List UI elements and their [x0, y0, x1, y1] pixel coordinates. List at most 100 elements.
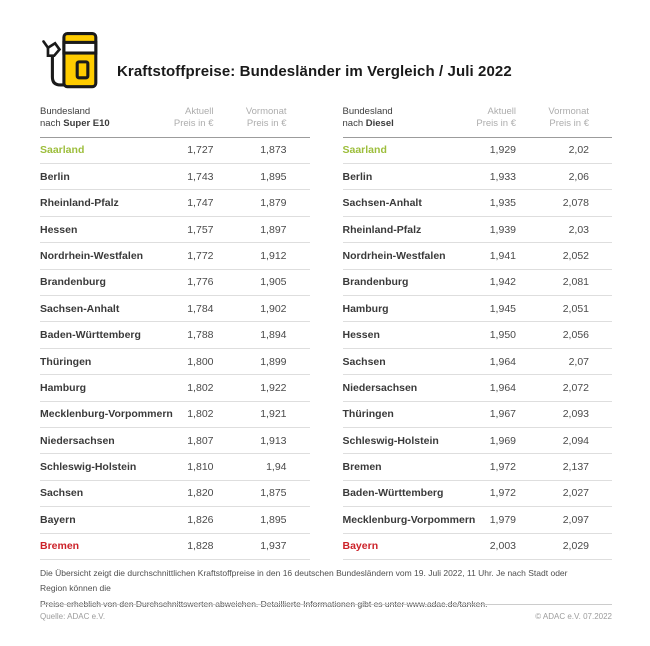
table-row: Hamburg 1,802 1,922: [40, 375, 310, 402]
previous-price: 2,072: [562, 381, 589, 394]
current-price: 1,810: [187, 461, 214, 474]
state-name: Mecklenburg-Vorpommern: [342, 513, 476, 526]
state-name: Saarland: [40, 144, 85, 157]
current-price: 1,969: [489, 434, 516, 447]
table-row: Mecklenburg-Vorpommern 1,979 2,097: [342, 507, 612, 534]
previous-price: 2,097: [562, 513, 589, 526]
state-name: Niedersachsen: [40, 434, 115, 447]
previous-price: 1,902: [260, 302, 287, 315]
previous-price: 1,905: [260, 276, 287, 289]
state-name: Hamburg: [40, 381, 87, 394]
table-row: Berlin 1,933 2,06: [342, 164, 612, 191]
previous-price: 2,081: [562, 276, 589, 289]
super-e10-table: Bundesland nach Super E10 Aktuell Preis in …: [40, 106, 310, 560]
current-price: 1,828: [187, 540, 214, 553]
previous-price: 1,875: [260, 487, 287, 500]
previous-price: 2,137: [562, 461, 589, 474]
state-name: Bremen: [40, 540, 80, 553]
table-row: Sachsen-Anhalt 1,935 2,078: [342, 190, 612, 217]
previous-price: 1,921: [260, 408, 287, 421]
footnote-line-2: Preise erheblich von den Durchschnittswe…: [40, 598, 488, 609]
previous-price: 1,94: [266, 461, 287, 474]
current-price: 2,003: [489, 540, 516, 553]
state-name: Sachsen-Anhalt: [342, 197, 422, 210]
previous-price: 1,894: [260, 329, 287, 342]
previous-price: 1,937: [260, 540, 287, 553]
current-price: 1,979: [489, 513, 516, 526]
table-row: Brandenburg 1,942 2,081: [342, 270, 612, 297]
previous-price: 2,029: [562, 540, 589, 553]
footer: Quelle: ADAC e.V. © ADAC e.V. 07.2022: [40, 612, 612, 621]
state-name: Rheinland-Pfalz: [342, 223, 422, 236]
state-name: Bayern: [342, 540, 379, 553]
previous-price: 1,897: [260, 223, 287, 236]
previous-price: 2,051: [562, 302, 589, 315]
current-price: 1,802: [187, 381, 214, 394]
table-row: Sachsen 1,964 2,07: [342, 349, 612, 376]
table-row: Bremen 1,972 2,137: [342, 454, 612, 481]
page-title: Kraftstoffpreise: Bundesländer im Vergle…: [117, 63, 512, 80]
table-row: Sachsen 1,820 1,875: [40, 481, 310, 508]
table-row: Niedersachsen 1,807 1,913: [40, 428, 310, 455]
table-row: Baden-Württemberg 1,972 2,027: [342, 481, 612, 508]
table-row: Thüringen 1,967 2,093: [342, 402, 612, 428]
table-row: Niedersachsen 1,964 2,072: [342, 375, 612, 402]
table-header: Bundesland nach Super E10 Aktuell Preis in …: [40, 106, 310, 138]
footnote-line-1: Die Übersicht zeigt die durchschnittlich…: [40, 568, 568, 594]
state-name: Bremen: [342, 461, 382, 474]
current-price: 1,972: [489, 487, 516, 500]
column-header-bundesland: Bundesland nach Diesel: [342, 106, 394, 130]
table-row: Mecklenburg-Vorpommern 1,802 1,921: [40, 402, 310, 428]
table-row: Saarland 1,929 2,02: [342, 138, 612, 165]
current-price: 1,757: [187, 223, 214, 236]
table-row: Hamburg 1,945 2,051: [342, 296, 612, 323]
column-header-aktuell: Aktuell Preis in €: [173, 106, 214, 130]
table-row: Hessen 1,950 2,056: [342, 322, 612, 349]
table-row: Rheinland-Pfalz 1,939 2,03: [342, 217, 612, 244]
state-name: Rheinland-Pfalz: [40, 197, 119, 210]
current-price: 1,945: [489, 302, 516, 315]
current-price: 1,802: [187, 408, 214, 421]
table-row: Rheinland-Pfalz 1,747 1,879: [40, 190, 310, 217]
table-row: Bremen 1,828 1,937: [40, 534, 310, 560]
state-name: Thüringen: [40, 355, 92, 368]
state-name: Nordrhein-Westfalen: [342, 249, 446, 262]
current-price: 1,727: [187, 144, 214, 157]
table-row: Thüringen 1,800 1,899: [40, 349, 310, 376]
previous-price: 2,093: [562, 408, 589, 421]
table-row: Saarland 1,727 1,873: [40, 138, 310, 165]
table-row: Sachsen-Anhalt 1,784 1,902: [40, 296, 310, 323]
current-price: 1,772: [187, 249, 214, 262]
fuel-pump-icon: [42, 31, 98, 89]
previous-price: 1,913: [260, 434, 287, 447]
diesel-table: Bundesland nach Diesel Aktuell Preis in € Vo…: [342, 106, 612, 560]
current-price: 1,972: [489, 461, 516, 474]
table-row: Schleswig-Holstein 1,810 1,94: [40, 454, 310, 481]
column-header-bundesland: Bundesland nach Super E10: [40, 106, 110, 130]
current-price: 1,788: [187, 329, 214, 342]
table-row: Schleswig-Holstein 1,969 2,094: [342, 428, 612, 455]
state-name: Bayern: [40, 513, 76, 526]
tables: Bundesland nach Super E10 Aktuell Preis in …: [40, 106, 612, 560]
current-price: 1,820: [187, 487, 214, 500]
current-price: 1,743: [187, 170, 214, 183]
previous-price: 2,056: [562, 329, 589, 342]
previous-price: 1,899: [260, 355, 287, 368]
footnote: Die Übersicht zeigt die durchschnittlich…: [40, 566, 580, 612]
state-name: Sachsen: [40, 487, 84, 500]
previous-price: 2,052: [562, 249, 589, 262]
state-name: Baden-Württemberg: [40, 329, 141, 342]
previous-price: 1,895: [260, 513, 287, 526]
current-price: 1,776: [187, 276, 214, 289]
current-price: 1,964: [489, 381, 516, 394]
state-name: Nordrhein-Westfalen: [40, 249, 144, 262]
current-price: 1,964: [489, 355, 516, 368]
column-header-vormonat: Vormonat Preis in €: [245, 106, 287, 130]
column-header-aktuell: Aktuell Preis in €: [476, 106, 516, 130]
state-name: Hessen: [40, 223, 78, 236]
state-name: Mecklenburg-Vorpommern: [40, 408, 173, 421]
previous-price: 1,912: [260, 249, 287, 262]
state-name: Schleswig-Holstein: [342, 434, 439, 447]
state-name: Saarland: [342, 144, 387, 157]
